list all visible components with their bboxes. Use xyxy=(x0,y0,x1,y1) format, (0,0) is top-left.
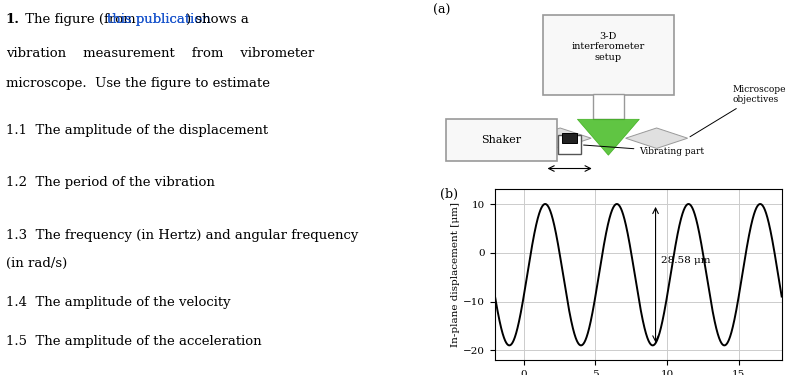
Text: (a): (a) xyxy=(432,4,450,17)
FancyBboxPatch shape xyxy=(447,119,557,161)
Text: 1.2  The period of the vibration: 1.2 The period of the vibration xyxy=(6,176,215,189)
Text: Shaker: Shaker xyxy=(482,135,522,145)
Text: microscope.  Use the figure to estimate: microscope. Use the figure to estimate xyxy=(6,77,269,90)
Text: 1.: 1. xyxy=(6,13,20,26)
Text: (b): (b) xyxy=(440,188,458,201)
FancyBboxPatch shape xyxy=(558,135,581,154)
Y-axis label: In-plane displacement [μm]: In-plane displacement [μm] xyxy=(451,202,460,347)
Polygon shape xyxy=(577,119,639,155)
Text: 1.1  The amplitude of the displacement: 1.1 The amplitude of the displacement xyxy=(6,124,268,137)
Text: (in rad/s): (in rad/s) xyxy=(6,257,67,270)
Text: Microscope
objectives: Microscope objectives xyxy=(690,85,786,137)
Polygon shape xyxy=(529,128,591,148)
Text: 1.3  The frequency (in Hertz) and angular frequency: 1.3 The frequency (in Hertz) and angular… xyxy=(6,229,358,242)
Text: The figure (from: The figure (from xyxy=(21,13,139,26)
FancyBboxPatch shape xyxy=(562,132,577,143)
FancyBboxPatch shape xyxy=(593,94,624,119)
Text: 3-D
interferometer
setup: 3-D interferometer setup xyxy=(572,32,645,62)
Text: this publication: this publication xyxy=(107,13,211,26)
Text: ) shows a: ) shows a xyxy=(185,13,249,26)
Text: 1.5  The amplitude of the acceleration: 1.5 The amplitude of the acceleration xyxy=(6,334,261,348)
Polygon shape xyxy=(626,128,687,148)
Text: 1.4  The amplitude of the velocity: 1.4 The amplitude of the velocity xyxy=(6,296,230,309)
Text: 28.58 μm: 28.58 μm xyxy=(661,256,710,265)
Text: this publication: this publication xyxy=(107,13,211,26)
Text: Vibrating part: Vibrating part xyxy=(584,145,705,156)
FancyBboxPatch shape xyxy=(543,15,674,94)
Text: vibration    measurement    from    vibrometer: vibration measurement from vibrometer xyxy=(6,47,314,60)
